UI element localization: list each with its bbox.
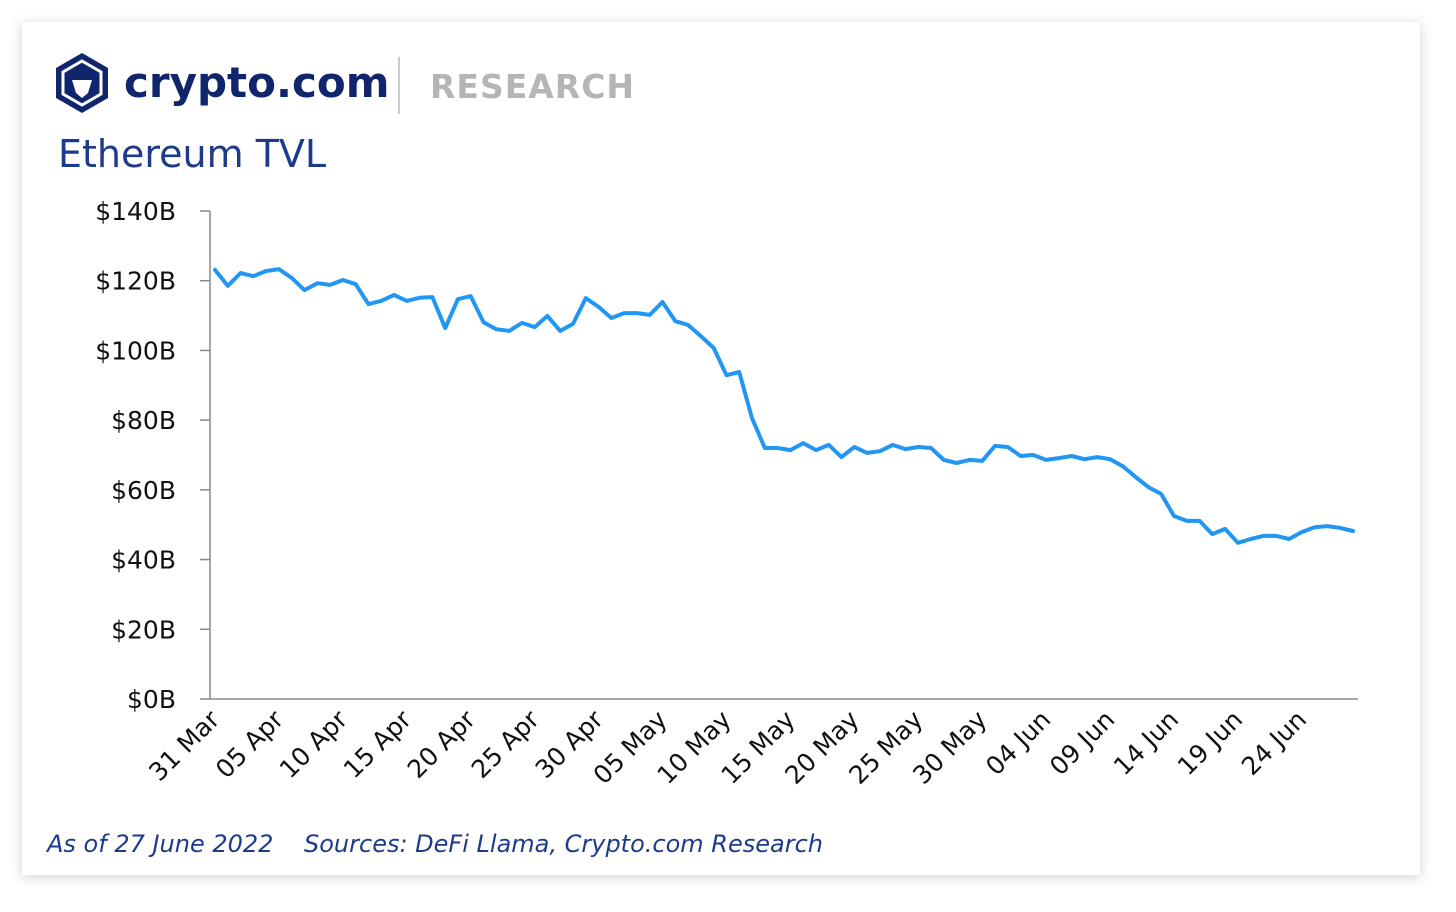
note: As of 27 June 2022 [45, 830, 273, 858]
y-tick-label: $100B [95, 336, 176, 365]
y-tick-label: $140B [95, 197, 176, 226]
card [22, 22, 1420, 875]
y-tick-label: $20B [111, 615, 176, 644]
y-tick-label: $40B [111, 546, 176, 575]
chart-title: Ethereum TVL [58, 132, 326, 176]
brand: crypto.com [124, 58, 389, 107]
note: Sources: DeFi Llama, Crypto.com Research [304, 830, 823, 858]
y-tick-label: $60B [111, 476, 176, 505]
y-tick-label: $80B [111, 406, 176, 435]
y-tick-label: $0B [127, 685, 176, 714]
logo [56, 53, 108, 113]
y-tick-label: $120B [95, 267, 176, 296]
line [213, 267, 1355, 545]
section: RESEARCH [430, 67, 635, 106]
